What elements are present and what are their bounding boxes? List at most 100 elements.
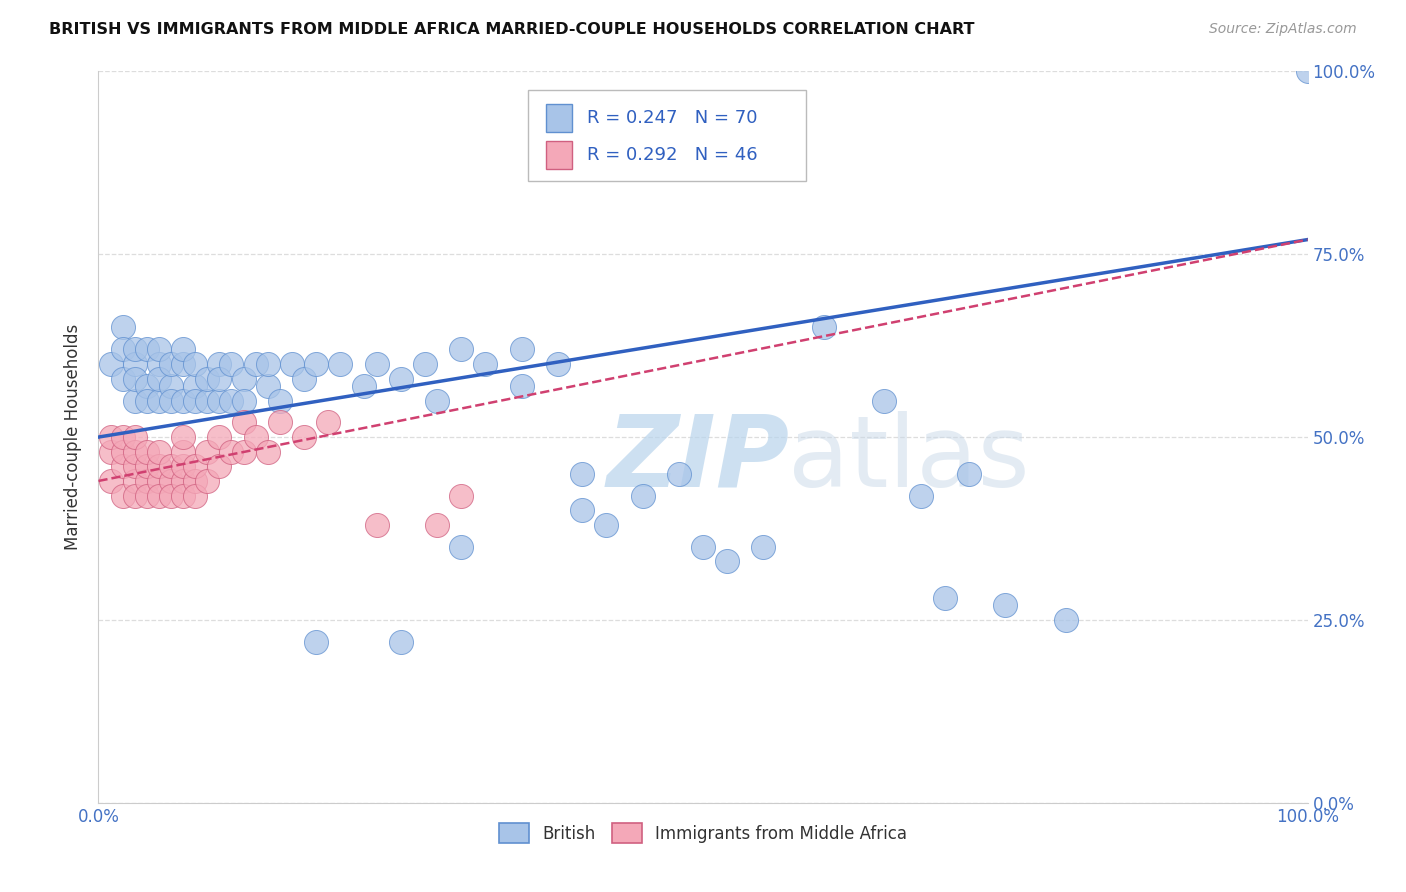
Point (148, 393, 170, 408)
Point (510, 379, 533, 393)
Point (160, 459, 183, 474)
Point (232, 371, 254, 385)
Point (873, 393, 896, 408)
Point (172, 393, 194, 408)
Point (195, 393, 218, 408)
Point (208, 357, 231, 371)
Point (111, 343, 134, 357)
Point (716, 554, 738, 568)
Point (195, 444, 218, 458)
Legend: British, Immigrants from Middle Africa: British, Immigrants from Middle Africa (492, 817, 914, 849)
Point (389, 371, 412, 385)
Text: R = 0.247   N = 70: R = 0.247 N = 70 (586, 109, 758, 128)
Point (124, 489, 146, 503)
Point (366, 357, 388, 371)
FancyBboxPatch shape (546, 141, 572, 169)
Point (221, 357, 243, 371)
Text: ZIP: ZIP (606, 410, 789, 508)
FancyBboxPatch shape (546, 104, 572, 132)
Point (292, 371, 315, 385)
Point (135, 393, 157, 408)
Point (426, 517, 449, 532)
Point (148, 357, 170, 371)
Point (450, 343, 472, 357)
Point (305, 635, 328, 649)
Point (124, 393, 146, 408)
Text: Source: ZipAtlas.com: Source: ZipAtlas.com (1209, 22, 1357, 37)
Point (450, 489, 472, 503)
Point (208, 459, 231, 474)
Point (148, 343, 170, 357)
Point (148, 459, 170, 474)
Point (426, 393, 449, 408)
Point (232, 416, 254, 430)
Point (1296, 64, 1319, 78)
Point (353, 379, 375, 393)
Point (269, 416, 291, 430)
Point (111, 320, 134, 334)
Point (994, 599, 1017, 613)
Point (450, 540, 472, 554)
Point (124, 343, 146, 357)
Point (208, 371, 231, 385)
Point (124, 357, 146, 371)
Point (245, 357, 267, 371)
Point (195, 474, 218, 488)
Point (281, 357, 304, 371)
Point (135, 459, 157, 474)
Point (1054, 613, 1077, 627)
Point (124, 430, 146, 444)
Point (111, 444, 134, 458)
Point (135, 444, 157, 458)
Point (100, 430, 122, 444)
Point (172, 357, 194, 371)
Point (100, 474, 122, 488)
Point (957, 467, 980, 481)
Point (208, 430, 231, 444)
Point (160, 357, 183, 371)
FancyBboxPatch shape (527, 90, 806, 181)
Point (135, 489, 157, 503)
Point (184, 379, 207, 393)
Point (316, 416, 339, 430)
Point (100, 444, 122, 458)
Point (910, 489, 932, 503)
Point (172, 430, 194, 444)
Point (269, 393, 291, 408)
Point (184, 474, 207, 488)
Point (208, 393, 231, 408)
Point (160, 393, 183, 408)
Point (510, 343, 533, 357)
Point (221, 444, 243, 458)
Point (389, 635, 412, 649)
Point (195, 371, 218, 385)
Point (256, 444, 278, 458)
Point (232, 393, 254, 408)
Point (172, 474, 194, 488)
Point (256, 357, 278, 371)
Point (813, 320, 835, 334)
Point (692, 540, 714, 554)
Point (160, 489, 183, 503)
Point (160, 474, 183, 488)
Point (124, 459, 146, 474)
Point (135, 474, 157, 488)
Point (172, 459, 194, 474)
Point (111, 430, 134, 444)
Point (934, 591, 956, 605)
Point (631, 489, 654, 503)
Point (329, 357, 352, 371)
Point (547, 357, 569, 371)
Point (221, 393, 243, 408)
Text: BRITISH VS IMMIGRANTS FROM MIDDLE AFRICA MARRIED-COUPLE HOUSEHOLDS CORRELATION C: BRITISH VS IMMIGRANTS FROM MIDDLE AFRICA… (49, 22, 974, 37)
Point (135, 343, 157, 357)
Point (292, 430, 315, 444)
Point (135, 379, 157, 393)
Point (148, 444, 170, 458)
Point (184, 489, 207, 503)
Point (124, 444, 146, 458)
Point (184, 459, 207, 474)
Point (111, 459, 134, 474)
Point (245, 430, 267, 444)
Point (124, 474, 146, 488)
